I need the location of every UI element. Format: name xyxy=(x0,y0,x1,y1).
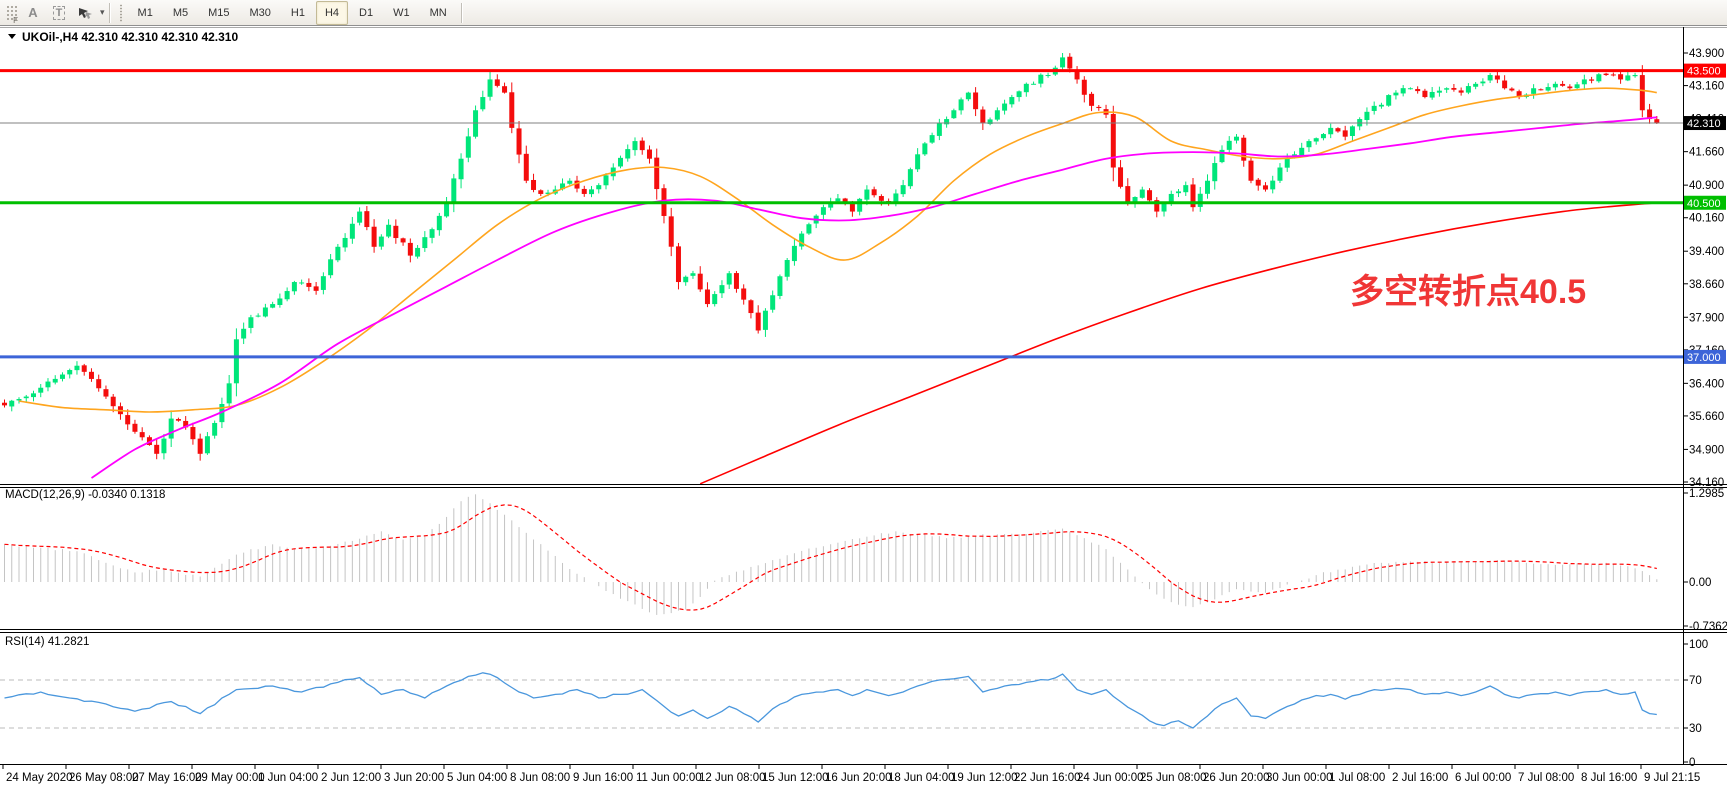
timeframe-button-m1[interactable]: M1 xyxy=(137,6,153,19)
time-tick-label: 9 Jul 21:15 xyxy=(1644,772,1700,784)
text-tool-button[interactable]: T xyxy=(47,2,71,24)
time-tick-label: 2 Jul 16:00 xyxy=(1392,772,1448,784)
ma-fast-line xyxy=(18,87,1657,413)
time-tick-label: 16 Jun 20:00 xyxy=(825,772,892,784)
rsi-axis-label: 0 xyxy=(1689,757,1695,769)
candlestick-layer xyxy=(2,53,1660,461)
timeframe-button-m30[interactable]: M30 xyxy=(249,6,271,19)
ma-mid-line xyxy=(91,116,1657,479)
timeframe-button-h4[interactable]: H4 xyxy=(315,0,349,25)
price-badge-42.310 xyxy=(1684,116,1726,131)
toolbar-separator-2 xyxy=(460,2,463,23)
annotation-text[interactable]: 多空转折点40.5 xyxy=(1350,273,1586,311)
pane-borders xyxy=(0,27,1727,765)
chart-canvas[interactable]: 43.90043.16042.41041.66040.90040.16039.4… xyxy=(0,27,1727,792)
time-tick-label: 15 Jun 12:00 xyxy=(762,772,829,784)
price-tick-label: 34.900 xyxy=(1689,444,1724,456)
time-tick-label: 29 May 00:00 xyxy=(195,772,265,784)
horizontal-level-lines xyxy=(0,69,1683,359)
price-tick-label: 36.400 xyxy=(1689,378,1724,390)
price-tick-label: 38.660 xyxy=(1689,279,1724,291)
price-tick-label: 41.660 xyxy=(1689,147,1724,159)
timeframe-button-mn[interactable]: MN xyxy=(429,6,447,19)
text-tool-icon: T xyxy=(52,5,66,20)
symbol-dropdown-icon[interactable] xyxy=(8,34,16,39)
macd-axis-label: -0.7362 xyxy=(1689,621,1727,633)
toolbar-separator xyxy=(108,2,111,23)
arrows-dropdown-caret[interactable]: ▾ xyxy=(100,7,105,17)
time-tick-label: 24 May 2020 xyxy=(6,772,73,784)
time-tick-label: 18 Jun 04:00 xyxy=(888,772,955,784)
time-tick-label: 5 Jun 04:00 xyxy=(447,772,507,784)
macd-pane: MACD(12,26,9) -0.0340 0.1318 1.2985 0.00 -0… xyxy=(4,488,1727,633)
timeframe-button-h1[interactable]: H1 xyxy=(290,6,305,19)
time-tick-label: 26 Jun 20:00 xyxy=(1203,772,1270,784)
price-badge-text: 37.000 xyxy=(1687,352,1721,364)
toolbar-handle-label: F xyxy=(13,15,18,25)
rsi-axis-label: 100 xyxy=(1689,639,1708,651)
time-tick-label: 8 Jun 08:00 xyxy=(510,772,570,784)
toolbar-drag-handle[interactable]: F xyxy=(5,3,18,25)
macd-label: MACD(12,26,9) -0.0340 0.1318 xyxy=(5,489,165,501)
time-tick-label: 9 Jun 16:00 xyxy=(573,772,633,784)
price-tick-label: 39.400 xyxy=(1689,246,1724,258)
time-tick-label: 12 Jun 08:00 xyxy=(699,772,766,784)
time-tick-label: 27 May 16:00 xyxy=(132,772,202,784)
macd-axis-label: 1.2985 xyxy=(1689,488,1724,500)
time-tick-label: 1 Jun 04:00 xyxy=(258,772,318,784)
price-badge-40.500 xyxy=(1684,195,1726,210)
price-tick-label: 40.160 xyxy=(1689,213,1724,225)
rsi-pane: RSI(14) 41.2821 100 70 30 0 xyxy=(0,636,1708,769)
price-tick-label: 37.900 xyxy=(1689,312,1724,324)
price-tick-label: 43.160 xyxy=(1689,81,1724,93)
time-tick-label: 6 Jul 00:00 xyxy=(1455,772,1511,784)
price-badge-37.000 xyxy=(1684,349,1726,364)
chart-title: UKOil-,H4 42.310 42.310 42.310 42.310 xyxy=(22,30,238,44)
time-tick-label: 25 Jun 08:00 xyxy=(1140,772,1207,784)
time-tick-label: 19 Jun 12:00 xyxy=(951,772,1018,784)
price-badge-43.500 xyxy=(1684,63,1726,78)
time-tick-label: 3 Jun 20:00 xyxy=(384,772,444,784)
price-badge-text: 40.500 xyxy=(1687,198,1721,210)
chart-header: UKOil-,H4 42.310 42.310 42.310 42.310 xyxy=(8,30,238,44)
price-tick-label: 35.660 xyxy=(1689,411,1724,423)
macd-signal-line xyxy=(4,504,1657,611)
price-axis: 43.90043.16042.41041.66040.90040.16039.4… xyxy=(1683,48,1726,489)
rsi-label: RSI(14) 41.2821 xyxy=(5,636,89,648)
timeframe-button-m5[interactable]: M5 xyxy=(172,6,189,19)
time-tick-label: 24 Jun 00:00 xyxy=(1077,772,1144,784)
time-tick-label: 30 Jun 00:00 xyxy=(1266,772,1333,784)
time-tick-label: 22 Jun 16:00 xyxy=(1014,772,1081,784)
toolbar: F A T ▾ M1 M5 M15 M30 H1 H4 D1 W1 MN xyxy=(0,0,1727,26)
time-tick-label: 11 Jun 00:00 xyxy=(636,772,702,784)
time-tick-label: 8 Jul 16:00 xyxy=(1581,772,1637,784)
time-tick-label: 26 May 08:00 xyxy=(69,772,139,784)
price-badge-text: 43.500 xyxy=(1687,66,1721,78)
timeframe-toolbar-handle[interactable] xyxy=(118,3,124,22)
price-tick-label: 43.900 xyxy=(1689,48,1724,60)
rsi-line xyxy=(4,672,1657,729)
rsi-axis-label: 70 xyxy=(1689,675,1702,687)
rsi-axis-label: 30 xyxy=(1689,723,1702,735)
price-badge-text: 42.310 xyxy=(1687,118,1721,130)
timeframe-button-d1[interactable]: D1 xyxy=(359,6,374,19)
timeframe-button-m15[interactable]: M15 xyxy=(208,6,230,19)
arrows-icon xyxy=(79,7,92,19)
price-tick-label: 40.900 xyxy=(1689,180,1724,192)
time-tick-label: 2 Jun 12:00 xyxy=(321,772,381,784)
macd-axis-label: 0.00 xyxy=(1689,577,1711,589)
arrows-tool-button[interactable] xyxy=(73,2,97,24)
time-tick-label: 1 Jul 08:00 xyxy=(1329,772,1385,784)
ma-slow-line xyxy=(699,202,1657,485)
timeframe-button-w1[interactable]: W1 xyxy=(393,6,410,19)
font-tool-button[interactable]: A xyxy=(28,5,38,20)
price-tick-label: 34.160 xyxy=(1689,477,1724,489)
time-tick-label: 7 Jul 08:00 xyxy=(1518,772,1574,784)
